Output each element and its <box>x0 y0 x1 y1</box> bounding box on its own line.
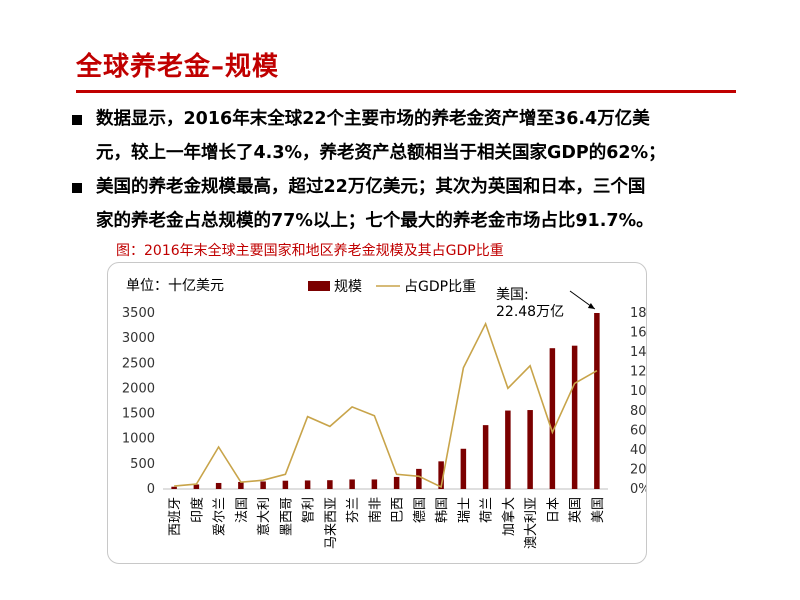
bullet-text-line: 美国的养老金规模最高，超过22万亿美元；其次为英国和日本，三个国 <box>96 177 646 197</box>
category-label: 南非 <box>367 497 383 523</box>
category-label: 日本 <box>546 497 561 523</box>
category-label: 韩国 <box>435 497 450 523</box>
bar-澳大利亚 <box>527 410 533 489</box>
category-label: 加拿大 <box>501 497 517 536</box>
chart-frame: 0 500 1000 1500 2000 2500 3000 3500 0% 20% 40% 60% 8… <box>107 262 647 564</box>
left-axis-tick-label: 0 <box>147 482 155 497</box>
category-label: 巴西 <box>391 497 406 523</box>
square-bullet-icon <box>72 183 82 193</box>
chart-caption: 图：2016年末全球主要国家和地区养老金规模及其占GDP比重 <box>116 243 504 259</box>
category-label: 爱尔兰 <box>213 497 228 536</box>
bullet-list: 数据显示，2016年末全球22个主要市场的养老金资产增至36.4万亿美 元，较上… <box>68 102 748 238</box>
left-axis-tick-label: 500 <box>130 457 155 472</box>
right-axis-tick-label: 160% <box>630 326 646 341</box>
bar-英国 <box>571 345 578 489</box>
category-label: 墨西哥 <box>279 497 294 536</box>
legend-bar-swatch <box>308 281 330 291</box>
right-axis-tick-label: 40% <box>630 443 646 458</box>
bar-加拿大 <box>505 410 511 489</box>
right-axis-tick-label: 0% <box>630 482 646 497</box>
category-label: 英国 <box>569 497 584 523</box>
gdp-ratio-line <box>174 321 598 489</box>
right-axis-tick-label: 80% <box>630 404 646 419</box>
bar-意大利 <box>260 481 266 489</box>
category-label: 美国 <box>591 497 606 523</box>
legend-line-label: 占GDP比重 <box>404 279 476 295</box>
square-bullet-icon <box>72 115 82 125</box>
combo-chart: 0 500 1000 1500 2000 2500 3000 3500 0% 20% 40% 60% 8… <box>122 278 646 549</box>
bar-芬兰 <box>349 479 355 489</box>
category-label: 法国 <box>235 497 250 523</box>
bar-美国 <box>594 313 600 489</box>
right-axis-tick-label: 120% <box>630 365 646 380</box>
bar-南非 <box>371 479 378 489</box>
category-label: 澳大利亚 <box>523 497 539 549</box>
legend-bar-label: 规模 <box>334 279 362 295</box>
left-axis-tick-label: 3500 <box>122 306 155 321</box>
bullet-item: 美国的养老金规模最高，超过22万亿美元；其次为英国和日本，三个国 家的养老金占总… <box>68 170 748 238</box>
bullet-text-line: 家的养老金占总规模的77%以上；七个最大的养老金市场占比91.7%。 <box>96 211 654 231</box>
title-underline <box>76 90 736 93</box>
unit-label: 单位：十亿美元 <box>126 278 224 294</box>
page-title: 全球养老金–规模 <box>76 52 280 82</box>
left-axis-tick-label: 1000 <box>122 432 155 447</box>
category-label: 意大利 <box>256 497 272 536</box>
bar-墨西哥 <box>282 480 289 489</box>
category-label: 芬兰 <box>346 497 361 523</box>
bar-瑞士 <box>460 448 467 489</box>
right-axis-tick-label: 60% <box>630 423 646 438</box>
bar-印度 <box>193 484 200 489</box>
bar-日本 <box>549 348 556 489</box>
bar-智利 <box>304 480 311 489</box>
bar-韩国 <box>438 461 444 489</box>
bar-马来西亚 <box>327 480 333 489</box>
right-axis-tick-label: 100% <box>630 384 646 399</box>
category-label: 印度 <box>189 497 205 523</box>
left-axis-tick-label: 3000 <box>122 331 155 346</box>
category-label: 马来西亚 <box>324 497 339 549</box>
bar-荷兰 <box>482 425 489 489</box>
annotation-arrowhead-icon <box>587 303 595 309</box>
annotation-line2: 22.48万亿 <box>496 304 564 320</box>
annotation-line1: 美国: <box>496 287 529 303</box>
bar-法国 <box>238 481 244 489</box>
bar-德国 <box>416 468 422 489</box>
bar-巴西 <box>393 476 400 489</box>
bullet-item: 数据显示，2016年末全球22个主要市场的养老金资产增至36.4万亿美 元，较上… <box>68 102 748 170</box>
bullet-text-line: 数据显示，2016年末全球22个主要市场的养老金资产增至36.4万亿美 <box>96 109 650 129</box>
left-axis-tick-label: 2000 <box>122 381 155 396</box>
category-label: 荷兰 <box>480 497 495 523</box>
category-label: 瑞士 <box>457 497 472 523</box>
right-axis-tick-label: 140% <box>630 345 646 360</box>
category-label: 德国 <box>413 497 428 523</box>
right-axis-tick-label: 20% <box>630 462 646 477</box>
bar-爱尔兰 <box>215 482 222 489</box>
right-axis-tick-label: 180% <box>630 306 646 321</box>
left-axis-tick-label: 1500 <box>122 407 155 422</box>
category-label: 西班牙 <box>168 497 183 536</box>
category-label: 智利 <box>302 497 317 523</box>
bullet-text-line: 元，较上一年增长了4.3%，养老资产总额相当于相关国家GDP的62%； <box>96 143 666 163</box>
bar-西班牙 <box>171 486 177 489</box>
left-axis-tick-label: 2500 <box>122 356 155 371</box>
